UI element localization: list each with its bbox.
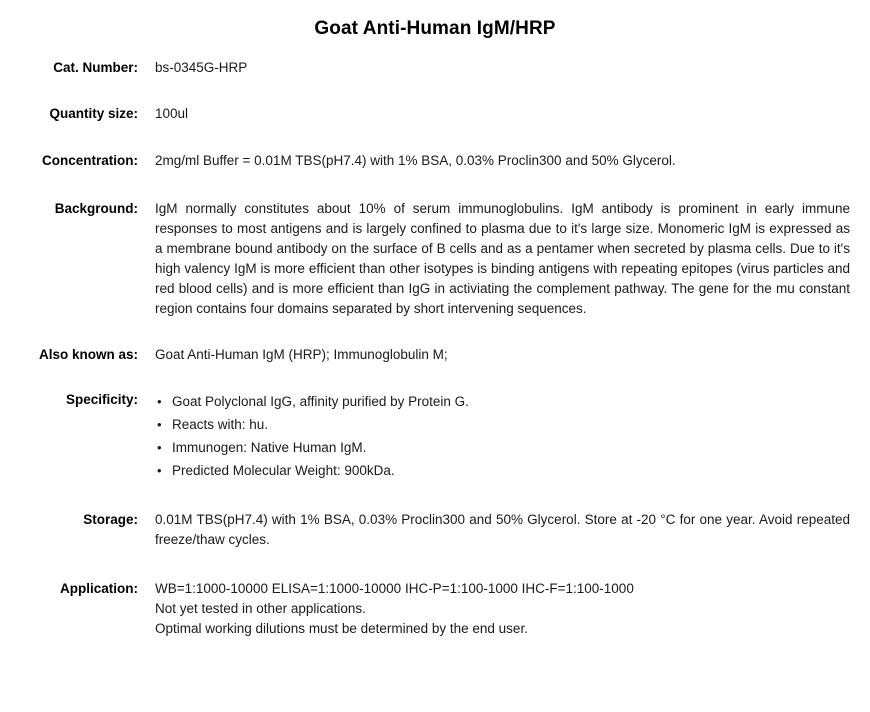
list-item-text: Reacts with: hu.	[172, 417, 269, 432]
quantity-size-value: 100ul	[155, 106, 189, 121]
background-value: IgM normally constitutes about 10% of se…	[155, 201, 850, 316]
storage-label: Storage:	[83, 512, 138, 527]
also-known-as-label: Also known as:	[38, 347, 138, 362]
concentration-label: Concentration:	[42, 153, 138, 168]
specificity-bullet-list: • Goat Polyclonal IgG, affinity purified…	[155, 390, 850, 482]
application-optimal-dilutions-line: Optimal working dilutions must be determ…	[155, 621, 528, 636]
bullet-icon: •	[157, 463, 162, 478]
list-item-text: Immunogen: Native Human IgM.	[172, 440, 367, 455]
field-row-concentration: Concentration: 2mg/ml Buffer = 0.01M TBS…	[0, 151, 870, 171]
field-row-also-known-as: Also known as: Goat Anti-Human IgM (HRP)…	[0, 345, 870, 365]
application-value: WB=1:1000-10000 ELISA=1:1000-10000 IHC-P…	[155, 579, 850, 639]
application-label: Application:	[60, 581, 138, 596]
bullet-icon: •	[157, 417, 162, 432]
application-not-tested-line: Not yet tested in other applications.	[155, 601, 366, 616]
list-item: • Reacts with: hu.	[155, 413, 850, 436]
also-known-as-value: Goat Anti-Human IgM (HRP); Immunoglobuli…	[155, 347, 448, 362]
field-row-storage: Storage: 0.01M TBS(pH7.4) with 1% BSA, 0…	[0, 510, 870, 550]
field-row-application: Application: WB=1:1000-10000 ELISA=1:100…	[0, 579, 870, 639]
fields-list: Cat. Number: bs-0345G-HRP Quantity size:…	[0, 42, 870, 639]
storage-value: 0.01M TBS(pH7.4) with 1% BSA, 0.03% Proc…	[155, 512, 850, 547]
field-row-cat-number: Cat. Number: bs-0345G-HRP	[0, 58, 870, 78]
bullet-icon: •	[157, 394, 162, 409]
list-item-text: Predicted Molecular Weight: 900kDa.	[172, 463, 395, 478]
field-row-background: Background: IgM normally constitutes abo…	[0, 199, 870, 319]
quantity-size-label: Quantity size:	[49, 106, 138, 121]
specificity-label: Specificity:	[65, 392, 138, 407]
list-item: • Predicted Molecular Weight: 900kDa.	[155, 459, 850, 482]
application-dilutions-line: WB=1:1000-10000 ELISA=1:1000-10000 IHC-P…	[155, 581, 634, 596]
field-row-quantity-size: Quantity size: 100ul	[0, 104, 870, 124]
list-item: • Goat Polyclonal IgG, affinity purified…	[155, 390, 850, 413]
bullet-icon: •	[157, 440, 162, 455]
list-item-text: Goat Polyclonal IgG, affinity purified b…	[172, 394, 469, 409]
list-item: • Immunogen: Native Human IgM.	[155, 436, 850, 459]
field-row-specificity: Specificity: • Goat Polyclonal IgG, affi…	[0, 390, 870, 482]
specificity-value: • Goat Polyclonal IgG, affinity purified…	[155, 390, 850, 482]
background-label: Background:	[54, 201, 138, 216]
cat-number-value: bs-0345G-HRP	[155, 60, 248, 75]
cat-number-label: Cat. Number:	[53, 60, 138, 75]
page-title: Goat Anti-Human IgM/HRP	[314, 18, 556, 39]
concentration-value: 2mg/ml Buffer = 0.01M TBS(pH7.4) with 1%…	[155, 153, 676, 168]
